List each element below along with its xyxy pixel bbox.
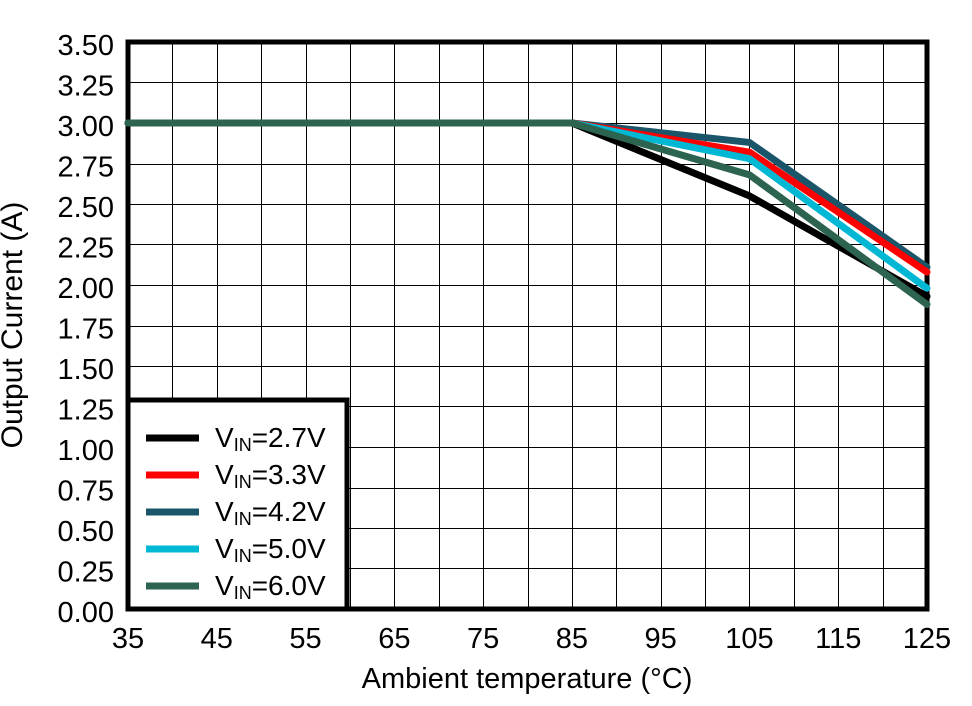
svg-text:1.75: 1.75 xyxy=(58,314,114,346)
svg-text:3.00: 3.00 xyxy=(58,111,114,143)
svg-text:VIN=2.7V: VIN=2.7V xyxy=(215,422,326,455)
svg-text:VIN=5.0V: VIN=5.0V xyxy=(215,533,326,566)
svg-text:Ambient temperature (°C): Ambient temperature (°C) xyxy=(362,663,693,695)
svg-text:35: 35 xyxy=(112,623,144,655)
svg-text:75: 75 xyxy=(467,623,499,655)
svg-text:1.50: 1.50 xyxy=(58,354,114,386)
svg-text:105: 105 xyxy=(725,623,773,655)
svg-text:65: 65 xyxy=(378,623,410,655)
svg-text:0.00: 0.00 xyxy=(58,597,114,629)
svg-text:55: 55 xyxy=(289,623,321,655)
svg-text:1.00: 1.00 xyxy=(58,435,114,467)
svg-text:115: 115 xyxy=(815,623,861,655)
svg-text:VIN=4.2V: VIN=4.2V xyxy=(215,496,326,529)
svg-text:0.25: 0.25 xyxy=(58,557,114,589)
svg-text:3.25: 3.25 xyxy=(58,71,114,103)
svg-text:2.00: 2.00 xyxy=(58,273,114,305)
svg-text:85: 85 xyxy=(556,623,588,655)
svg-text:2.25: 2.25 xyxy=(58,233,114,265)
svg-text:45: 45 xyxy=(201,623,233,655)
svg-text:VIN=6.0V: VIN=6.0V xyxy=(215,570,326,603)
svg-text:Output Current (A): Output Current (A) xyxy=(0,202,29,449)
svg-text:0.75: 0.75 xyxy=(58,476,114,508)
svg-text:VIN=3.3V: VIN=3.3V xyxy=(215,459,326,492)
svg-text:2.75: 2.75 xyxy=(58,152,114,184)
svg-text:1.25: 1.25 xyxy=(58,395,114,427)
svg-text:3.50: 3.50 xyxy=(58,30,114,62)
svg-text:0.50: 0.50 xyxy=(58,516,114,548)
svg-text:95: 95 xyxy=(645,623,677,655)
svg-text:2.50: 2.50 xyxy=(58,192,114,224)
svg-text:125: 125 xyxy=(903,623,951,655)
